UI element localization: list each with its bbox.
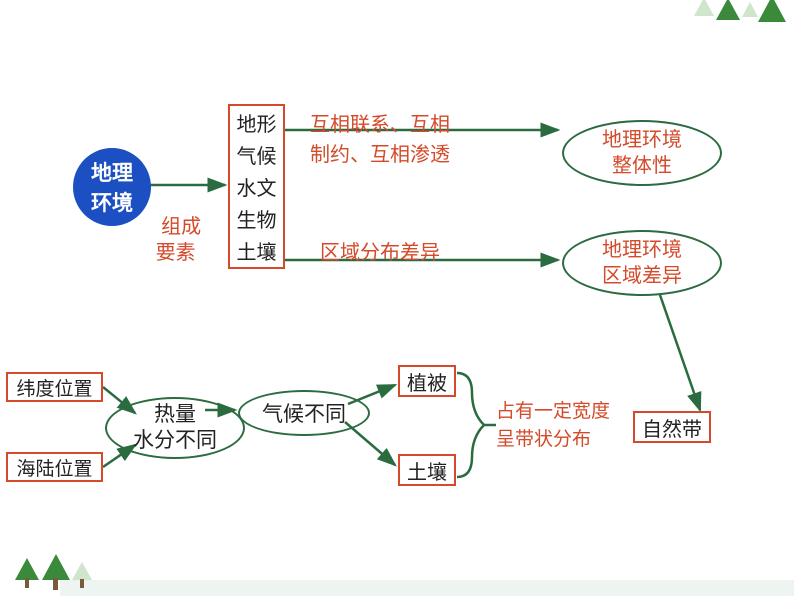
arrows-layer (0, 0, 794, 596)
veg-text: 植被 (407, 367, 447, 396)
bottom-bar (0, 552, 794, 596)
comp-item-3: 生物 (237, 204, 277, 233)
node-climate: 气候不同 (238, 390, 370, 436)
rel-line1: 互相联系、互相 (310, 110, 450, 140)
heat-water-text: 热量 水分不同 (133, 402, 217, 455)
geo-env-text: 地理 环境 (91, 157, 133, 217)
node-latitude: 纬度位置 (6, 372, 103, 402)
lat-text: 纬度位置 (16, 374, 92, 401)
node-region-diff: 地理环境 区域差异 (562, 230, 722, 296)
node-sea: 海陆位置 (6, 452, 103, 482)
label-components: 组成 要素 (150, 188, 201, 266)
label-region: 区域分布差异 (320, 236, 440, 265)
comp-item-1: 气候 (237, 140, 277, 169)
comp-item-2: 水文 (237, 172, 277, 201)
natural-zone-text: 自然带 (642, 413, 702, 442)
node-component-list: 地形 气候 水文 生物 土壤 (228, 104, 285, 269)
soil-text: 土壤 (407, 456, 447, 485)
band-line1: 占有一定宽度 (496, 398, 610, 426)
node-geo-env: 地理 环境 (73, 148, 151, 226)
node-veg: 植被 (398, 365, 456, 397)
comp-item-0: 地形 (237, 108, 277, 137)
climate-text: 气候不同 (262, 398, 346, 428)
label-band: 占有一定宽度 呈带状分布 (496, 398, 610, 453)
node-heat-water: 热量 水分不同 (105, 397, 245, 459)
region-diff-text: 地理环境 区域差异 (602, 237, 682, 289)
region-label-text: 区域分布差异 (320, 242, 440, 264)
node-soil: 土壤 (398, 454, 456, 486)
band-line2: 呈带状分布 (496, 426, 610, 454)
rel-line2: 制约、互相渗透 (310, 140, 450, 170)
node-natural-zone: 自然带 (633, 411, 711, 443)
components-text: 组成 要素 (156, 216, 202, 264)
comp-item-4: 土壤 (237, 236, 277, 265)
integrity-text: 地理环境 整体性 (602, 127, 682, 179)
node-integrity: 地理环境 整体性 (562, 120, 722, 186)
sea-text: 海陆位置 (16, 454, 92, 481)
label-relation: 互相联系、互相 制约、互相渗透 (310, 110, 450, 170)
